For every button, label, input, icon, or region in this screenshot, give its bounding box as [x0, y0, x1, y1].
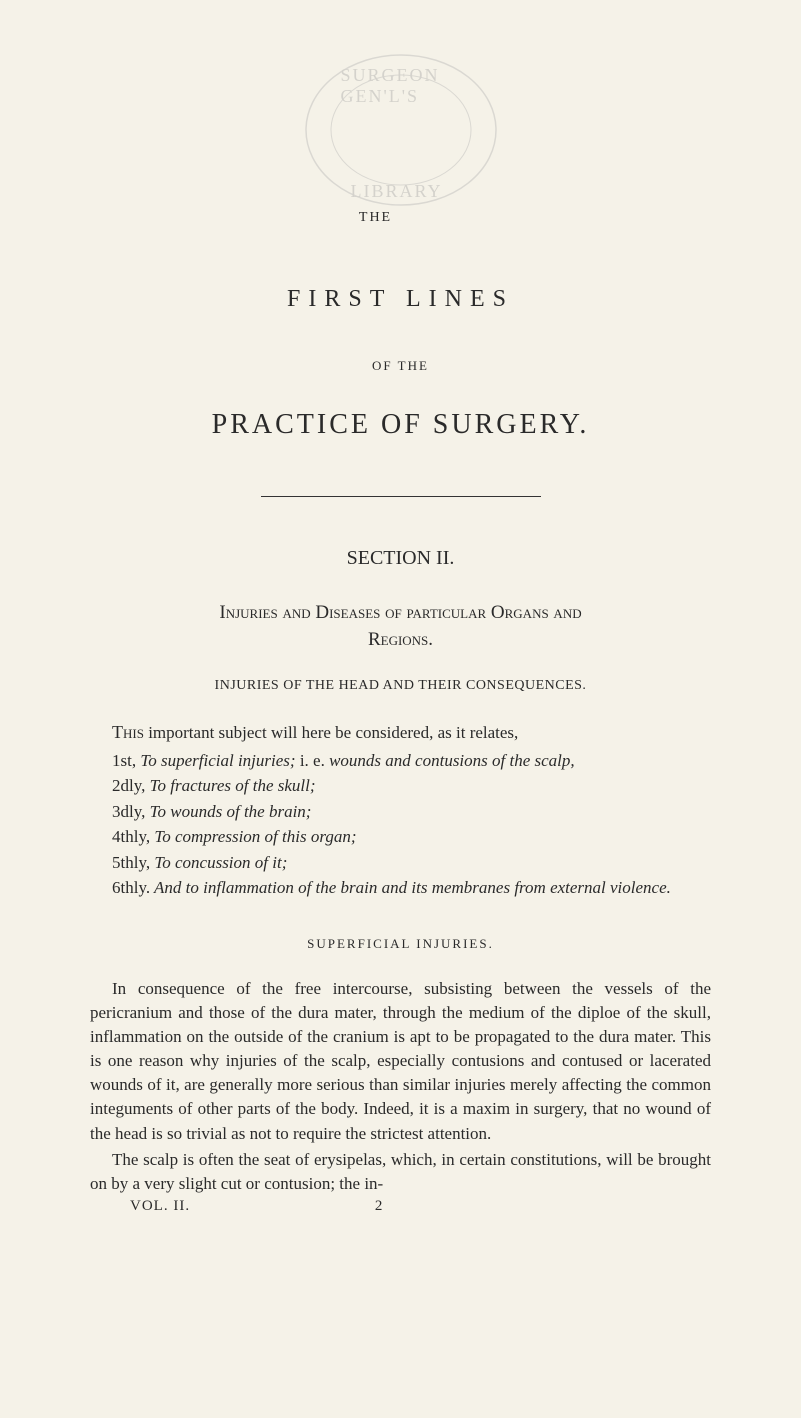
the-label: THE — [40, 210, 711, 226]
seal-text-bottom: LIBRARY — [351, 181, 443, 202]
section-subject-line1: Injuries and Diseases of particular Orga… — [219, 602, 581, 623]
intro-paragraph: This important subject will here be cons… — [90, 719, 711, 746]
enumerated-list: 1st, To superficial injuries; i. e. woun… — [90, 748, 711, 901]
intro-lead-rest: important subject will here be considere… — [144, 723, 518, 742]
footer-line: VOL. II. 2 — [90, 1198, 711, 1215]
section-title: SECTION II. — [90, 547, 711, 570]
list-item-1: 1st, To superficial injuries; i. e. woun… — [90, 748, 711, 774]
of-the-label: OF THE — [90, 358, 711, 374]
item1-label: 1st, — [112, 751, 136, 770]
list-item-5: 5thly, To concussion of it; — [90, 850, 711, 876]
item1-italic2: wounds and contusions of the scalp, — [329, 751, 575, 770]
paragraph-scalp: The scalp is often the seat of erysipela… — [90, 1148, 711, 1196]
item2-text: To fractures of the skull; — [145, 776, 315, 795]
item6-label: 6thly. — [112, 878, 150, 897]
vol-label: VOL. II. — [130, 1198, 190, 1214]
intro-lead-this: This — [112, 722, 144, 742]
item4-label: 4thly, — [112, 827, 150, 846]
page-number: 2 — [375, 1198, 384, 1215]
superficial-injuries-title: SUPERFICIAL INJURIES. — [90, 936, 711, 952]
list-item-4: 4thly, To compression of this organ; — [90, 824, 711, 850]
section-subject-line2: Regions. — [368, 629, 433, 650]
item4-text: To compression of this organ; — [150, 827, 356, 846]
item5-text: To concussion of it; — [150, 853, 287, 872]
title-first-lines: FIRST LINES — [90, 286, 711, 313]
item3-label: 3dly, — [112, 802, 145, 821]
item5-label: 5thly, — [112, 853, 150, 872]
list-item-6: 6thly. And to inflammation of the brain … — [90, 875, 711, 901]
horizontal-rule — [261, 496, 541, 497]
item1-text: To superficial injuries; — [136, 751, 295, 770]
subsection-title: INJURIES OF THE HEAD AND THEIR CONSEQUEN… — [90, 678, 711, 694]
item3-text: To wounds of the brain; — [145, 802, 311, 821]
seal-text-top: SURGEON GEN'L'S — [341, 65, 501, 107]
section-subject: Injuries and Diseases of particular Orga… — [90, 600, 711, 653]
item6-text: And to inflammation of the brain and its… — [150, 878, 671, 897]
list-item-2: 2dly, To fractures of the skull; — [90, 773, 711, 799]
library-seal: SURGEON GEN'L'S LIBRARY — [301, 50, 501, 210]
title-practice-of-surgery: PRACTICE OF SURGERY. — [90, 409, 711, 441]
paragraph-consequence: In consequence of the free intercourse, … — [90, 977, 711, 1146]
list-item-3: 3dly, To wounds of the brain; — [90, 799, 711, 825]
item2-label: 2dly, — [112, 776, 145, 795]
item1-rest: i. e. — [296, 751, 330, 770]
